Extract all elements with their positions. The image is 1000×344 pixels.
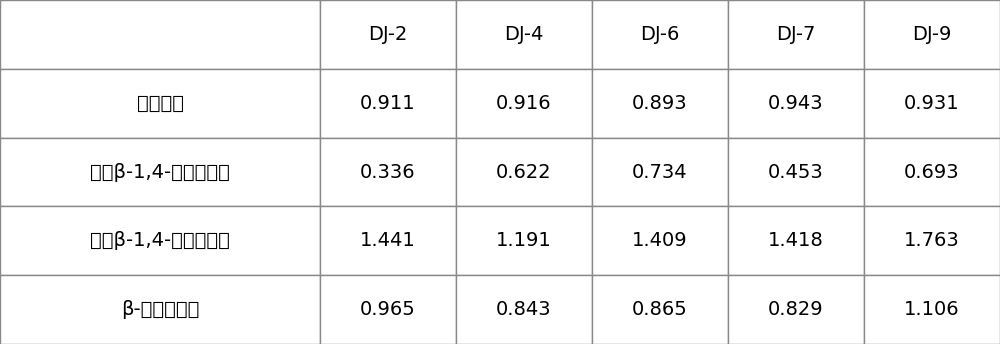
Bar [864,138,1000,206]
Text: 0.453: 0.453 [768,162,824,182]
Bar [592,275,728,344]
Text: 1.191: 1.191 [496,231,552,250]
Bar [592,69,728,138]
Bar [0,206,320,275]
Bar [0,275,320,344]
Text: 0.693: 0.693 [904,162,960,182]
Text: DJ-9: DJ-9 [912,25,952,44]
Bar [728,138,864,206]
Text: 外切β-1,4-葡聚糖酶活: 外切β-1,4-葡聚糖酶活 [90,162,230,182]
Bar [864,0,1000,69]
Bar [456,138,592,206]
Bar [320,206,456,275]
Text: 1.763: 1.763 [904,231,960,250]
Bar [456,275,592,344]
Bar [0,0,320,69]
Text: β-葡聚糖酶活: β-葡聚糖酶活 [121,300,199,319]
Bar [0,69,320,138]
Bar [864,275,1000,344]
Bar [728,0,864,69]
Bar [456,69,592,138]
Text: 0.336: 0.336 [360,162,416,182]
Text: 1.106: 1.106 [904,300,960,319]
Text: 0.893: 0.893 [632,94,688,113]
Text: 0.734: 0.734 [632,162,688,182]
Text: 0.943: 0.943 [768,94,824,113]
Text: 内切β-1,4-葡聚糖酶活: 内切β-1,4-葡聚糖酶活 [90,231,230,250]
Bar [456,0,592,69]
Text: 0.865: 0.865 [632,300,688,319]
Text: DJ-6: DJ-6 [640,25,680,44]
Bar [0,138,320,206]
Bar [320,0,456,69]
Text: DJ-4: DJ-4 [504,25,544,44]
Bar [320,69,456,138]
Text: 0.829: 0.829 [768,300,824,319]
Text: 0.916: 0.916 [496,94,552,113]
Text: DJ-7: DJ-7 [776,25,816,44]
Text: 0.931: 0.931 [904,94,960,113]
Bar [592,0,728,69]
Bar [320,138,456,206]
Text: 0.965: 0.965 [360,300,416,319]
Text: 0.911: 0.911 [360,94,416,113]
Text: 1.409: 1.409 [632,231,688,250]
Bar [592,138,728,206]
Text: 0.843: 0.843 [496,300,552,319]
Bar [592,206,728,275]
Text: 1.418: 1.418 [768,231,824,250]
Bar [864,206,1000,275]
Bar [728,206,864,275]
Text: DJ-2: DJ-2 [368,25,408,44]
Text: 滤纸酶活: 滤纸酶活 [136,94,184,113]
Bar [728,275,864,344]
Text: 0.622: 0.622 [496,162,552,182]
Bar [456,206,592,275]
Bar [864,69,1000,138]
Bar [728,69,864,138]
Bar [320,275,456,344]
Text: 1.441: 1.441 [360,231,416,250]
